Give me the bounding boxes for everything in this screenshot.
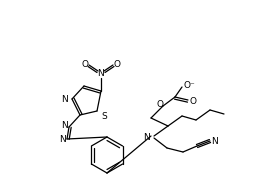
Text: S: S: [101, 112, 107, 120]
Text: O: O: [189, 97, 197, 105]
Text: N: N: [212, 137, 218, 145]
Text: O: O: [81, 60, 89, 68]
Text: N: N: [59, 135, 65, 144]
Text: N: N: [98, 68, 104, 78]
Text: O: O: [114, 60, 120, 68]
Text: N: N: [144, 132, 150, 142]
Text: O: O: [156, 100, 164, 108]
Text: N: N: [61, 95, 67, 103]
Text: N: N: [61, 122, 67, 130]
Text: O⁻: O⁻: [183, 80, 195, 90]
